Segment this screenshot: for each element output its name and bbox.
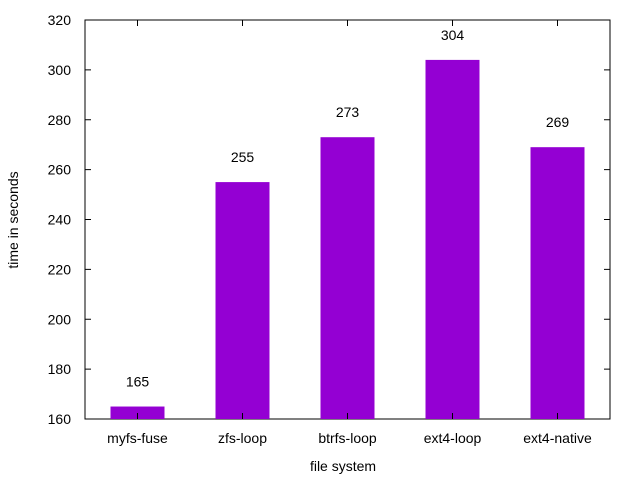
bar-value-label: 255 (231, 149, 255, 165)
bar-ext4-loop (425, 59, 480, 420)
x-category-label: zfs-loop (218, 430, 267, 446)
bar-value-label: 273 (336, 104, 360, 120)
bar-value-label: 165 (126, 374, 150, 390)
y-tick-label: 240 (48, 212, 72, 228)
bar-ext4-native (530, 147, 585, 419)
x-category-label: ext4-loop (424, 430, 482, 446)
x-axis-label: file system (310, 458, 376, 474)
y-tick-label: 160 (48, 411, 72, 427)
data-labels: 165 255 273 304 269 (126, 27, 570, 390)
x-axis-categories: myfs-fuse zfs-loop btrfs-loop ext4-loop ext4… (107, 20, 592, 446)
bars (110, 59, 585, 420)
y-axis-label: time in seconds (5, 171, 21, 268)
y-tick-label: 320 (48, 12, 72, 28)
y-axis-ticks: 160 180 200 220 240 260 280 300 320 (48, 12, 610, 427)
y-tick-label: 220 (48, 261, 72, 277)
bar-value-label: 269 (546, 114, 570, 130)
bar-myfs-fuse (110, 406, 165, 419)
x-category-label: btrfs-loop (318, 430, 377, 446)
x-category-label: myfs-fuse (107, 430, 168, 446)
y-tick-label: 280 (48, 112, 72, 128)
x-category-label: ext4-native (523, 430, 592, 446)
bar-zfs-loop (215, 182, 270, 419)
bar-value-label: 304 (441, 27, 465, 43)
y-tick-label: 200 (48, 311, 72, 327)
bar-btrfs-loop (320, 137, 375, 420)
y-tick-label: 260 (48, 162, 72, 178)
y-tick-label: 300 (48, 62, 72, 78)
y-tick-label: 180 (48, 361, 72, 377)
